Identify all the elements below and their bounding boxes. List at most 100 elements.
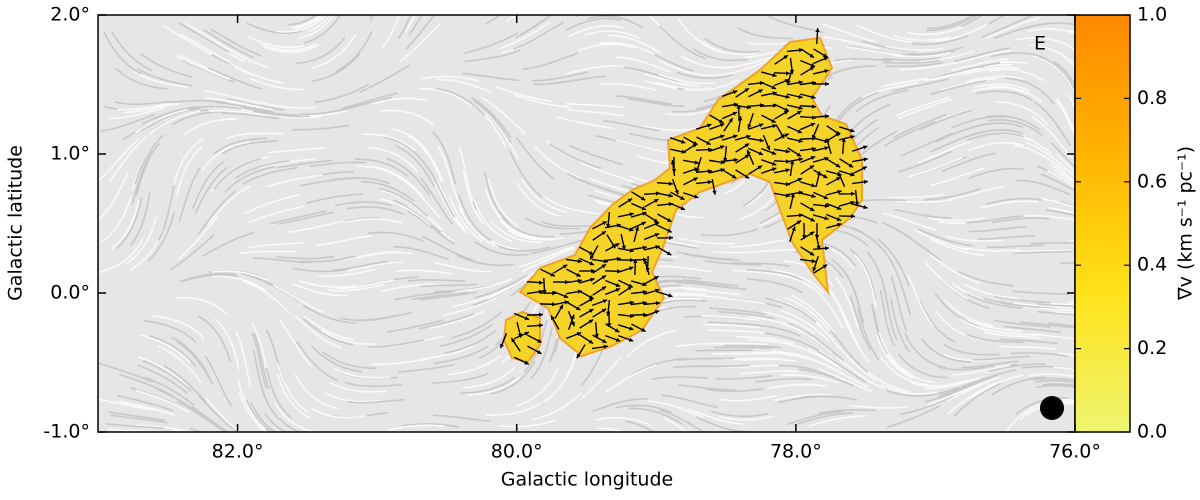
streamline xyxy=(893,227,942,261)
arrow-head xyxy=(712,190,717,195)
streamline xyxy=(764,297,817,323)
arrow-head xyxy=(772,72,777,78)
streamline xyxy=(911,379,968,387)
streamline xyxy=(906,46,964,55)
streamline xyxy=(887,353,936,383)
streamline xyxy=(458,145,474,202)
streamline xyxy=(683,288,741,296)
streamline xyxy=(184,22,235,53)
arrow-head xyxy=(835,163,841,168)
streamline xyxy=(918,140,972,164)
streamline xyxy=(355,251,413,259)
x-tick-label: 76.0° xyxy=(1049,441,1101,463)
streamline xyxy=(345,218,402,224)
streamline xyxy=(298,15,336,39)
plot-background xyxy=(98,15,1075,432)
streamline xyxy=(436,78,492,94)
streamline xyxy=(396,269,454,275)
streamline xyxy=(214,318,240,370)
streamline xyxy=(900,132,954,157)
streamline xyxy=(854,254,877,308)
streamline xyxy=(487,270,538,300)
streamline xyxy=(251,332,267,389)
streamline xyxy=(733,269,791,279)
streamline xyxy=(169,234,215,271)
streamline xyxy=(421,75,479,82)
streamline xyxy=(144,376,195,406)
arrow-head xyxy=(836,205,842,210)
streamline xyxy=(432,131,457,184)
streamline xyxy=(981,328,1039,337)
streamline xyxy=(1033,377,1075,382)
streamline xyxy=(834,58,892,62)
streamline xyxy=(115,67,168,90)
streamline xyxy=(434,261,492,273)
streamline xyxy=(998,345,1056,350)
arrow-head xyxy=(670,160,676,165)
streamline xyxy=(460,376,516,395)
arrow-head xyxy=(537,349,542,354)
streamline xyxy=(197,315,231,362)
streamline xyxy=(296,341,338,381)
arrow-head xyxy=(720,160,725,165)
streamline xyxy=(907,26,964,36)
arrow-head xyxy=(629,313,634,319)
streamline xyxy=(273,284,324,314)
streamline xyxy=(265,367,292,419)
arrow-head xyxy=(588,298,594,302)
streamline xyxy=(276,373,311,419)
streamline xyxy=(207,185,251,225)
streamline xyxy=(1028,373,1075,378)
arrow-head xyxy=(680,206,686,211)
streamline xyxy=(361,180,415,202)
streamline xyxy=(436,180,466,231)
streamline xyxy=(288,15,318,26)
arrow-head xyxy=(628,266,634,271)
streamline xyxy=(1052,366,1075,371)
streamline xyxy=(965,129,1023,138)
streamline xyxy=(778,364,835,378)
streamline xyxy=(934,293,981,328)
streamline xyxy=(767,383,825,389)
gradient-region xyxy=(502,36,863,364)
streamline xyxy=(943,62,1001,76)
streamline xyxy=(627,98,685,107)
streamline xyxy=(923,377,980,390)
arrow-head xyxy=(796,111,802,115)
arrow-head xyxy=(628,337,634,342)
streamline xyxy=(966,132,1024,142)
streamline xyxy=(1056,98,1075,135)
arrow-head xyxy=(590,277,595,282)
streamline xyxy=(543,355,576,403)
arrow-head xyxy=(629,212,634,217)
streamline xyxy=(898,62,956,71)
arrow-head xyxy=(796,220,802,225)
arrow-head xyxy=(823,56,829,61)
arrow-head xyxy=(538,312,543,317)
streamline xyxy=(823,36,880,50)
streamline xyxy=(237,378,265,429)
streamline xyxy=(1042,383,1075,387)
streamline xyxy=(544,196,599,215)
streamline xyxy=(919,109,973,131)
arrow-head xyxy=(655,301,660,306)
arrow-head xyxy=(850,214,855,219)
streamline xyxy=(713,352,771,355)
streamline xyxy=(983,298,1041,309)
arrow-head xyxy=(746,149,751,155)
streamline xyxy=(294,374,339,410)
arrow-head xyxy=(746,105,751,110)
arrow-head xyxy=(783,55,788,60)
streamline xyxy=(1059,200,1075,207)
arrow-head xyxy=(550,272,555,277)
streamline xyxy=(728,239,786,248)
arrow-head xyxy=(863,179,868,185)
streamline xyxy=(577,43,634,52)
streamline xyxy=(137,364,188,394)
streamline xyxy=(831,258,861,308)
streamline xyxy=(103,31,142,75)
streamline xyxy=(1013,302,1072,309)
streamline xyxy=(457,255,515,267)
streamline xyxy=(274,402,321,432)
streamline xyxy=(595,417,652,427)
